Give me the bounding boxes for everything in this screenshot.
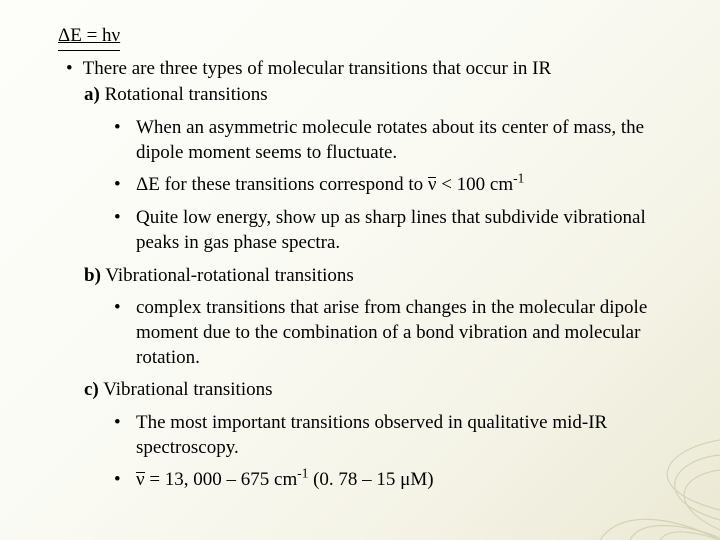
section-a-header: a) Rotational transitions (84, 83, 690, 108)
c-b2-sup: -1 (297, 466, 308, 481)
slide-content: ΔE = hν There are three types of molecul… (58, 24, 690, 501)
c-b2-mid: = 13, 000 – 675 cm (145, 469, 298, 490)
equation: ΔE = hν (58, 24, 120, 51)
equation-line: ΔE = hν (58, 24, 690, 55)
section-c-header: c) Vibrational transitions (84, 378, 690, 403)
section-b-bullet-1: complex transitions that arise from chan… (114, 296, 690, 370)
section-a-bullets: When an asymmetric molecule rotates abou… (114, 116, 690, 255)
top-bullet-list: There are three types of molecular trans… (66, 57, 690, 82)
section-a-bullet-1: When an asymmetric molecule rotates abou… (114, 116, 690, 165)
c-b2-tail: (0. 78 – 15 μM) (308, 469, 433, 490)
section-b-bullets: complex transitions that arise from chan… (114, 296, 690, 370)
nu-bar-symbol-2: ν (136, 468, 145, 493)
a-b2-sup: -1 (513, 171, 524, 186)
section-a-bullet-2: ΔE for these transitions correspond to ν… (114, 173, 690, 198)
intro-bullet: There are three types of molecular trans… (66, 57, 690, 82)
section-c-bullet-1: The most important transitions observed … (114, 411, 690, 460)
section-c-bullets: The most important transitions observed … (114, 411, 690, 493)
a-b2-prefix: ΔE for these transitions correspond to (136, 174, 428, 195)
a-b2-after: < 100 cm (441, 174, 513, 195)
section-c-bullet-2: ν = 13, 000 – 675 cm-1 (0. 78 – 15 μM) (114, 468, 690, 493)
section-c-label: c) (84, 379, 99, 400)
section-b-header: b) Vibrational-rotational transitions (84, 264, 690, 289)
section-a-title: Rotational transitions (105, 84, 268, 105)
section-b-label: b) (84, 265, 101, 286)
section-b-title: Vibrational-rotational transitions (105, 265, 353, 286)
nu-bar-symbol: ν (428, 173, 437, 198)
section-c-title: Vibrational transitions (103, 379, 272, 400)
section-a-label: a) (84, 84, 100, 105)
section-a-bullet-3: Quite low energy, show up as sharp lines… (114, 206, 690, 255)
